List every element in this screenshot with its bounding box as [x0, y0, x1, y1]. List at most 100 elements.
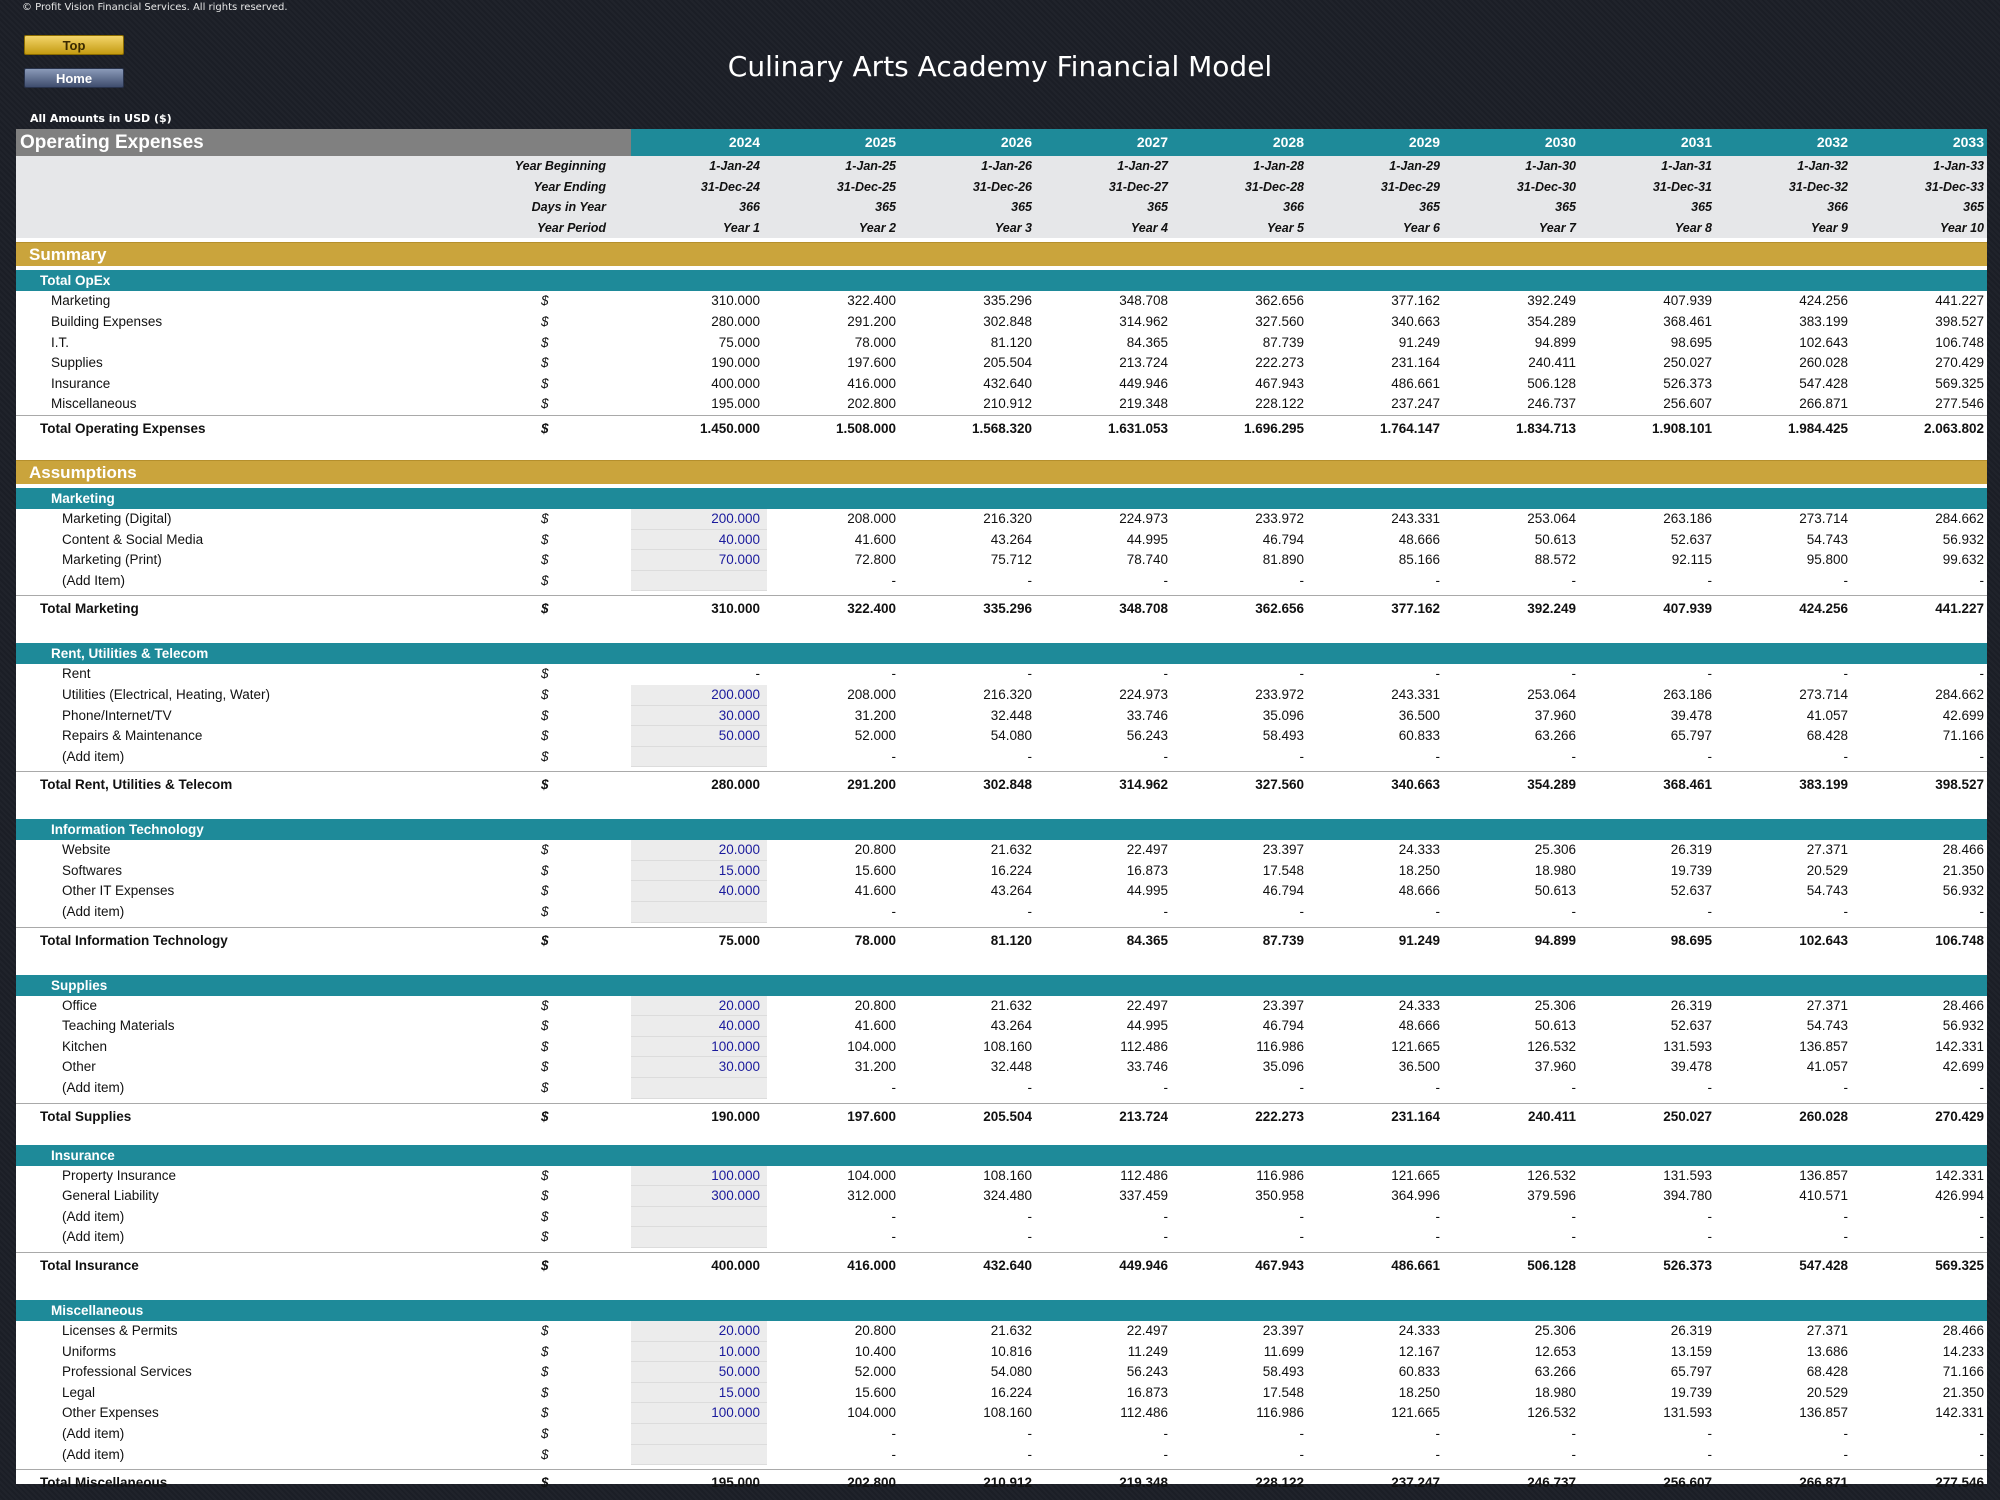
currency-symbol: $ [541, 293, 549, 309]
input-cell-empty[interactable] [631, 1206, 767, 1228]
cell-value: 263.186 [1663, 686, 1712, 702]
timeline-value: 365 [875, 200, 896, 215]
cell-value: 95.800 [1806, 552, 1848, 568]
input-cell[interactable]: 200.000 [631, 508, 767, 530]
timeline-value: 1-Jan-30 [1525, 159, 1576, 173]
currency-symbol: $ [541, 1229, 549, 1245]
cell-value: 16.873 [1126, 862, 1168, 878]
input-cell[interactable]: 20.000 [631, 840, 767, 861]
input-cell[interactable]: 10.000 [631, 1341, 767, 1363]
input-cell-empty[interactable] [631, 570, 767, 592]
currency-note: All Amounts in USD ($) [30, 112, 172, 125]
cell-value: - [1027, 1208, 1033, 1224]
cell-value: - [1027, 748, 1033, 764]
cell-value: 43.264 [990, 1018, 1032, 1034]
timeline-value: 1-Jan-27 [1117, 159, 1168, 173]
input-cell[interactable]: 40.000 [631, 1016, 767, 1037]
input-cell[interactable]: 100.000 [631, 1036, 767, 1058]
input-cell[interactable]: 300.000 [631, 1186, 767, 1207]
cell-value: 426.994 [1935, 1188, 1984, 1204]
cell-value: 21.632 [990, 842, 1032, 858]
total-value: 314.962 [1119, 777, 1168, 793]
cell-value: - [1299, 1229, 1305, 1245]
input-cell[interactable]: 15.000 [631, 1382, 767, 1404]
cell-value: 37.960 [1534, 1059, 1576, 1075]
assumption-row: Content & Social Media $40.000 41.600 43.26… [16, 529, 1987, 551]
total-value: 526.373 [1663, 1258, 1712, 1273]
currency-symbol: $ [541, 1425, 549, 1441]
cell-value: - [1843, 1446, 1849, 1462]
top-button[interactable]: Top [24, 35, 124, 55]
cell-value: - [1435, 1425, 1441, 1441]
total-value: 219.348 [1119, 1475, 1168, 1491]
total-value: 228.122 [1255, 1475, 1304, 1491]
timeline-value: Year 9 [1810, 220, 1848, 235]
cell-value: 13.686 [1806, 1343, 1848, 1359]
input-cell-empty[interactable] [631, 1078, 767, 1099]
cell-value: 15.600 [854, 1384, 896, 1400]
group-marketing: Marketing [16, 487, 1987, 509]
cell-value: 65.797 [1670, 1364, 1712, 1380]
input-cell[interactable]: 40.000 [631, 529, 767, 551]
total-value: 377.162 [1391, 601, 1440, 617]
cell-value: 75.712 [990, 552, 1032, 568]
input-cell[interactable]: 20.000 [631, 1321, 767, 1342]
cell-value: - [1571, 1425, 1577, 1441]
cell-value: 222.273 [1255, 355, 1304, 371]
cell-value: 216.320 [983, 686, 1032, 702]
cell-value: 21.632 [990, 1323, 1032, 1338]
input-cell[interactable]: 20.000 [631, 995, 767, 1017]
input-cell-empty[interactable] [631, 1423, 767, 1445]
input-cell[interactable]: 200.000 [631, 684, 767, 706]
cell-value: 16.224 [990, 862, 1032, 878]
timeline-value: Year 3 [994, 220, 1032, 235]
year-header: 2027 [1136, 134, 1168, 150]
timeline-value: 1-Jan-29 [1389, 159, 1440, 173]
cell-value: 302.848 [983, 313, 1032, 329]
input-cell[interactable]: 15.000 [631, 860, 767, 882]
cell-value: - [1163, 666, 1169, 682]
cell-value: 31.200 [854, 707, 896, 723]
input-cell[interactable]: 50.000 [631, 1362, 767, 1383]
cell-value: 224.973 [1119, 686, 1168, 702]
input-cell[interactable]: 40.000 [631, 881, 767, 903]
cell-value: 25.306 [1534, 842, 1576, 858]
row-label: Utilities (Electrical, Heating, Water) [62, 686, 271, 702]
cell-value: 121.665 [1391, 1405, 1440, 1421]
total-value: 322.400 [847, 601, 896, 617]
input-cell[interactable]: 50.000 [631, 726, 767, 747]
cell-value: - [1435, 1208, 1441, 1224]
cell-value: - [1163, 1446, 1169, 1462]
input-cell-empty[interactable] [631, 746, 767, 768]
group-total-row: Total Rent, Utilities & Telecom $280.000 2… [16, 771, 1987, 796]
home-button[interactable]: Home [24, 68, 124, 88]
input-cell-empty[interactable] [631, 902, 767, 923]
cell-value: 335.296 [983, 293, 1032, 309]
input-cell-empty[interactable] [631, 1444, 767, 1466]
row-label: Office [62, 997, 98, 1013]
row-label: Insurance [51, 375, 111, 391]
input-cell[interactable]: 30.000 [631, 705, 767, 727]
input-cell[interactable]: 100.000 [631, 1165, 767, 1187]
input-cell[interactable]: 70.000 [631, 550, 767, 571]
currency-symbol: $ [541, 1208, 549, 1224]
assumption-row: Utilities (Electrical, Heating, Water) $2… [16, 684, 1987, 706]
cell-value: 121.665 [1391, 1038, 1440, 1054]
input-cell-empty[interactable] [631, 1227, 767, 1248]
input-cell[interactable]: 30.000 [631, 1057, 767, 1079]
cell-value: 17.548 [1262, 1384, 1304, 1400]
assumption-row: (Add item) $ - - - - - - - - - [16, 1206, 1987, 1228]
total-value: 302.848 [983, 777, 1032, 793]
cell-value: - [1707, 1446, 1713, 1462]
cell-value: 526.373 [1663, 375, 1712, 391]
timeline-value: 31-Dec-24 [700, 179, 760, 194]
total-value: 1.908.101 [1651, 420, 1712, 436]
cell-value: - [891, 572, 897, 588]
input-cell[interactable]: 100.000 [631, 1403, 767, 1424]
timeline-value: 1-Jan-33 [1933, 159, 1984, 173]
cell-value: 112.486 [1120, 1038, 1168, 1054]
row-label: (Add item) [62, 1425, 125, 1441]
cell-value: 231.164 [1391, 355, 1440, 371]
currency-symbol: $ [541, 1018, 549, 1034]
cell-value: 260.028 [1799, 355, 1848, 371]
